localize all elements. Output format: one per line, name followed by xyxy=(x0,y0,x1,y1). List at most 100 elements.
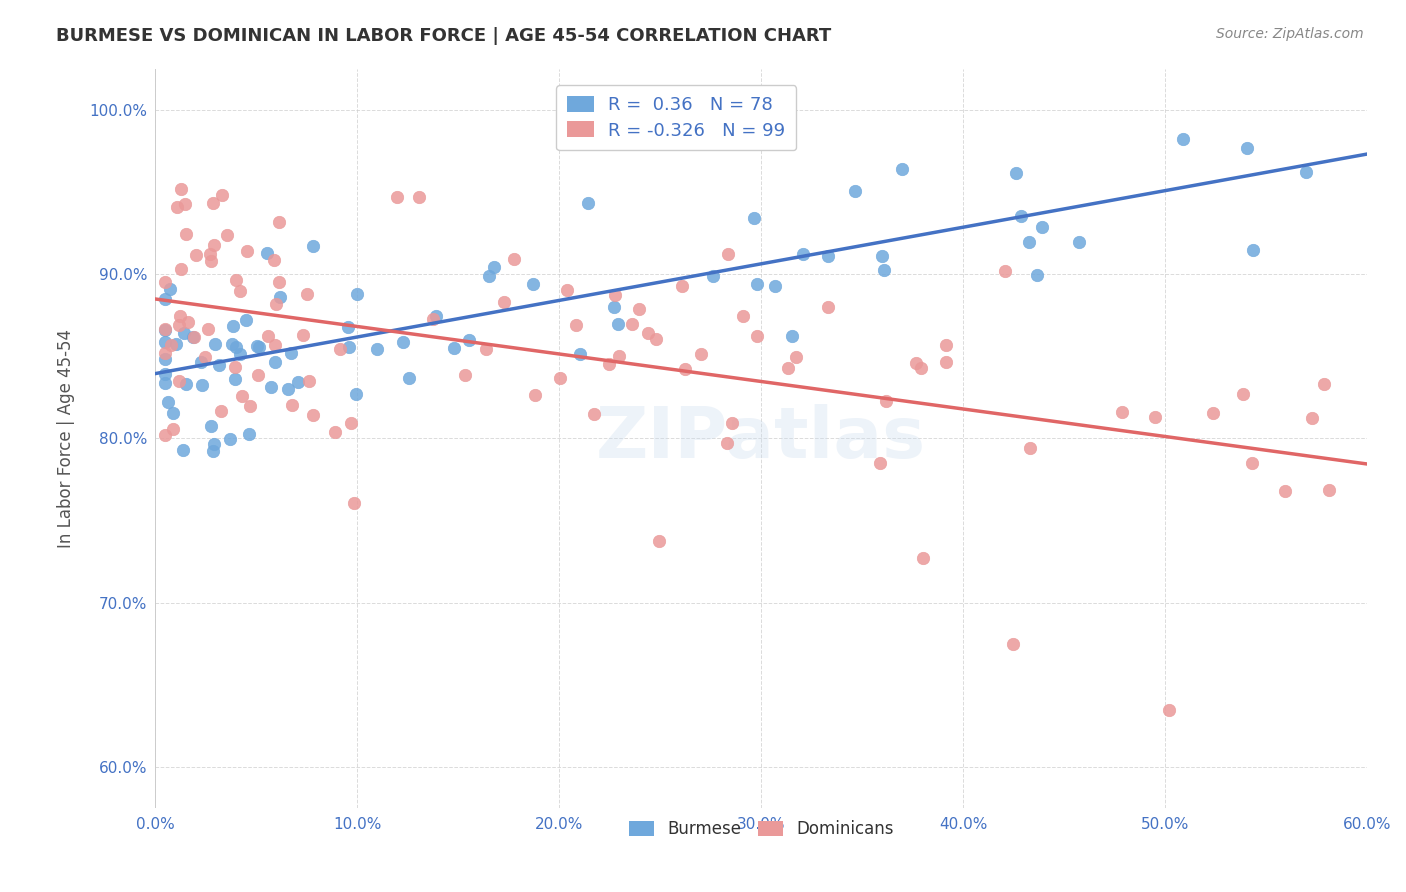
Burmese xyxy=(155,367,177,381)
Dominicans xyxy=(1018,441,1040,455)
Burmese xyxy=(204,336,226,351)
Burmese xyxy=(522,277,544,291)
Burmese xyxy=(741,103,763,117)
Dominicans xyxy=(564,318,586,333)
Dominicans xyxy=(236,244,259,259)
Dominicans xyxy=(1312,376,1334,391)
Dominicans xyxy=(1111,405,1133,419)
Dominicans xyxy=(169,375,191,389)
Burmese xyxy=(482,260,505,274)
Dominicans xyxy=(733,309,755,323)
Dominicans xyxy=(183,330,205,344)
Dominicans xyxy=(607,349,630,363)
Dominicans xyxy=(905,356,928,370)
Dominicans xyxy=(263,337,285,351)
Burmese xyxy=(844,184,866,198)
Burmese xyxy=(1173,132,1195,146)
Dominicans xyxy=(155,345,177,359)
Dominicans xyxy=(197,322,219,336)
Dominicans xyxy=(174,197,197,211)
Burmese xyxy=(235,313,257,327)
Dominicans xyxy=(644,333,666,347)
Burmese xyxy=(225,340,247,354)
Dominicans xyxy=(1232,387,1254,401)
Burmese xyxy=(569,347,592,361)
Dominicans xyxy=(817,300,839,314)
Dominicans xyxy=(176,227,198,241)
Burmese xyxy=(792,247,814,261)
Burmese xyxy=(280,345,302,359)
Burmese xyxy=(337,340,360,354)
Dominicans xyxy=(169,309,191,323)
Burmese xyxy=(780,328,803,343)
Burmese xyxy=(155,323,177,337)
Dominicans xyxy=(1301,410,1323,425)
Burmese xyxy=(229,347,252,361)
Burmese xyxy=(202,443,225,458)
Burmese xyxy=(1295,164,1317,178)
Dominicans xyxy=(745,328,768,343)
Dominicans xyxy=(328,342,350,356)
Dominicans xyxy=(231,389,253,403)
Dominicans xyxy=(167,318,190,332)
Burmese xyxy=(269,290,291,304)
Burmese xyxy=(202,436,225,450)
Burmese xyxy=(165,336,187,351)
Burmese xyxy=(302,238,325,252)
Burmese xyxy=(190,354,212,368)
Burmese xyxy=(1241,243,1264,257)
Y-axis label: In Labor Force | Age 45-54: In Labor Force | Age 45-54 xyxy=(58,329,75,548)
Dominicans xyxy=(385,190,408,204)
Legend: Burmese, Dominicans: Burmese, Dominicans xyxy=(621,814,900,845)
Dominicans xyxy=(202,196,225,211)
Burmese xyxy=(156,394,179,409)
Burmese xyxy=(1031,220,1053,235)
Burmese xyxy=(763,279,786,293)
Dominicans xyxy=(721,416,744,430)
Dominicans xyxy=(239,399,262,413)
Burmese xyxy=(181,330,204,344)
Dominicans xyxy=(162,422,184,436)
Dominicans xyxy=(246,368,269,383)
Burmese xyxy=(1236,141,1258,155)
Dominicans xyxy=(934,338,956,352)
Dominicans xyxy=(340,417,363,431)
Dominicans xyxy=(1157,703,1180,717)
Burmese xyxy=(742,211,765,226)
Burmese xyxy=(392,334,415,349)
Burmese xyxy=(191,377,214,392)
Dominicans xyxy=(343,496,366,510)
Dominicans xyxy=(301,408,323,422)
Dominicans xyxy=(1317,483,1340,497)
Dominicans xyxy=(523,388,546,402)
Dominicans xyxy=(912,550,935,565)
Dominicans xyxy=(875,394,897,409)
Dominicans xyxy=(204,238,226,252)
Dominicans xyxy=(1002,637,1025,651)
Dominicans xyxy=(209,404,232,418)
Dominicans xyxy=(785,350,807,364)
Burmese xyxy=(246,339,269,353)
Burmese xyxy=(155,351,177,366)
Dominicans xyxy=(297,287,319,301)
Dominicans xyxy=(160,338,183,352)
Dominicans xyxy=(170,262,193,277)
Burmese xyxy=(200,418,222,433)
Dominicans xyxy=(598,357,620,371)
Dominicans xyxy=(264,297,287,311)
Burmese xyxy=(172,443,194,458)
Burmese xyxy=(247,340,270,354)
Dominicans xyxy=(292,327,315,342)
Dominicans xyxy=(778,361,800,376)
Burmese xyxy=(224,372,246,386)
Dominicans xyxy=(229,284,252,298)
Dominicans xyxy=(225,273,247,287)
Burmese xyxy=(346,287,368,301)
Dominicans xyxy=(155,322,177,336)
Dominicans xyxy=(256,329,278,343)
Burmese xyxy=(870,249,893,263)
Dominicans xyxy=(671,279,693,293)
Burmese xyxy=(1010,209,1032,223)
Dominicans xyxy=(1241,456,1264,470)
Dominicans xyxy=(454,368,477,383)
